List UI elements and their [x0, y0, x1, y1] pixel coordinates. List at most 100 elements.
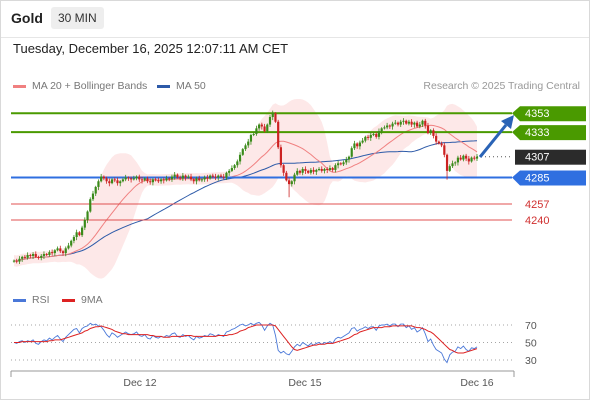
candle-body [410, 121, 413, 125]
candle-body [18, 258, 21, 262]
candle-body [456, 157, 460, 163]
candle-body [127, 177, 130, 179]
candle-body [293, 174, 296, 182]
candle-body [307, 170, 310, 173]
level-label-4257: 4257 [525, 199, 549, 211]
candle-body [228, 170, 231, 173]
candle-body [369, 134, 372, 138]
legend-9ma: 9MA [62, 294, 103, 306]
candle-body [331, 168, 334, 170]
candle-body [121, 179, 125, 182]
legend-ma20: MA 20 + Bollinger Bands [13, 80, 147, 92]
candle-body [124, 177, 127, 180]
candle-body [424, 120, 427, 126]
candle-body [274, 113, 277, 122]
candle-body [140, 179, 144, 181]
candle-body [317, 168, 321, 170]
candle-body [173, 174, 176, 177]
rsi-swatch [13, 298, 26, 302]
candle-body [247, 141, 250, 146]
candle-body [268, 117, 272, 125]
candle-body [233, 165, 236, 169]
candle-body [440, 143, 443, 146]
rsi-tick-label: 70 [525, 320, 537, 332]
candle-body [189, 176, 193, 180]
candle-body [432, 130, 435, 136]
level-tag-4353 [512, 106, 586, 122]
candle-body [323, 168, 326, 171]
candle-body [320, 168, 323, 171]
candle-body [12, 260, 16, 262]
level-label-4353: 4353 [525, 108, 549, 120]
candle-body [15, 260, 18, 262]
candle-body [219, 175, 223, 177]
candle-body [462, 155, 465, 160]
ma20-line [13, 124, 478, 262]
candle-body [358, 142, 361, 147]
candle-body [200, 179, 204, 181]
candle-body [195, 178, 198, 182]
candle-body [429, 130, 432, 134]
candle-body [222, 176, 225, 178]
candle-body [405, 120, 408, 124]
price-label: 4307 [525, 152, 549, 164]
candle-body [86, 211, 89, 221]
candle-body [53, 250, 56, 254]
ma20-swatch [13, 84, 26, 88]
candle-body [198, 178, 201, 181]
candle-body [154, 179, 157, 181]
candle-body [342, 162, 345, 165]
candle-body [347, 156, 351, 160]
candle-body [184, 175, 187, 178]
candle-body [132, 178, 135, 180]
candle-body [339, 163, 342, 165]
candle-body [249, 134, 253, 142]
legend-ma50-label: MA 50 [176, 80, 206, 92]
candle-body [83, 220, 86, 228]
candle-body [356, 143, 359, 147]
candle-body [326, 168, 329, 170]
candle-body [386, 125, 389, 128]
candle-body [31, 254, 35, 256]
candle-body [61, 251, 65, 254]
candle-body [467, 158, 470, 162]
level-label-4333: 4333 [525, 127, 549, 139]
candle-body [67, 245, 70, 249]
candle-body [304, 168, 307, 171]
candle-body [110, 179, 114, 184]
level-label-4240: 4240 [525, 215, 549, 227]
timeframe-badge[interactable]: 30 MIN [51, 7, 104, 29]
candle-body [105, 178, 108, 182]
forecast-arrow-shaft [478, 124, 508, 158]
candle-body [337, 163, 340, 166]
candle-body [388, 125, 391, 127]
candle-body [285, 172, 288, 181]
candle-body [211, 175, 214, 177]
candle-body [159, 179, 163, 182]
candle-body [168, 178, 171, 180]
research-credit: Research © 2025 Trading Central [423, 80, 580, 92]
candle-body [301, 168, 304, 173]
candle-body [181, 175, 184, 179]
rsi-line [13, 321, 478, 364]
chart-datetime: Tuesday, December 16, 2025 12:07:11 AM C… [13, 41, 289, 56]
level-tag-4285 [512, 170, 586, 186]
candle-body [260, 124, 263, 127]
candle-body [51, 252, 54, 254]
candle-body [149, 181, 152, 183]
candle-body [451, 163, 454, 167]
candle-body [445, 154, 449, 171]
candle-body [437, 141, 440, 144]
candle-body [454, 162, 457, 164]
candle-body [421, 120, 424, 125]
candle-body [146, 178, 149, 182]
candle-body [37, 256, 40, 258]
candle-body [135, 176, 138, 179]
candle-body [157, 180, 160, 182]
header-divider [0, 37, 590, 38]
candle-body [94, 186, 97, 194]
candle-body [287, 180, 291, 185]
candle-body [258, 124, 261, 129]
candle-body [116, 180, 119, 184]
